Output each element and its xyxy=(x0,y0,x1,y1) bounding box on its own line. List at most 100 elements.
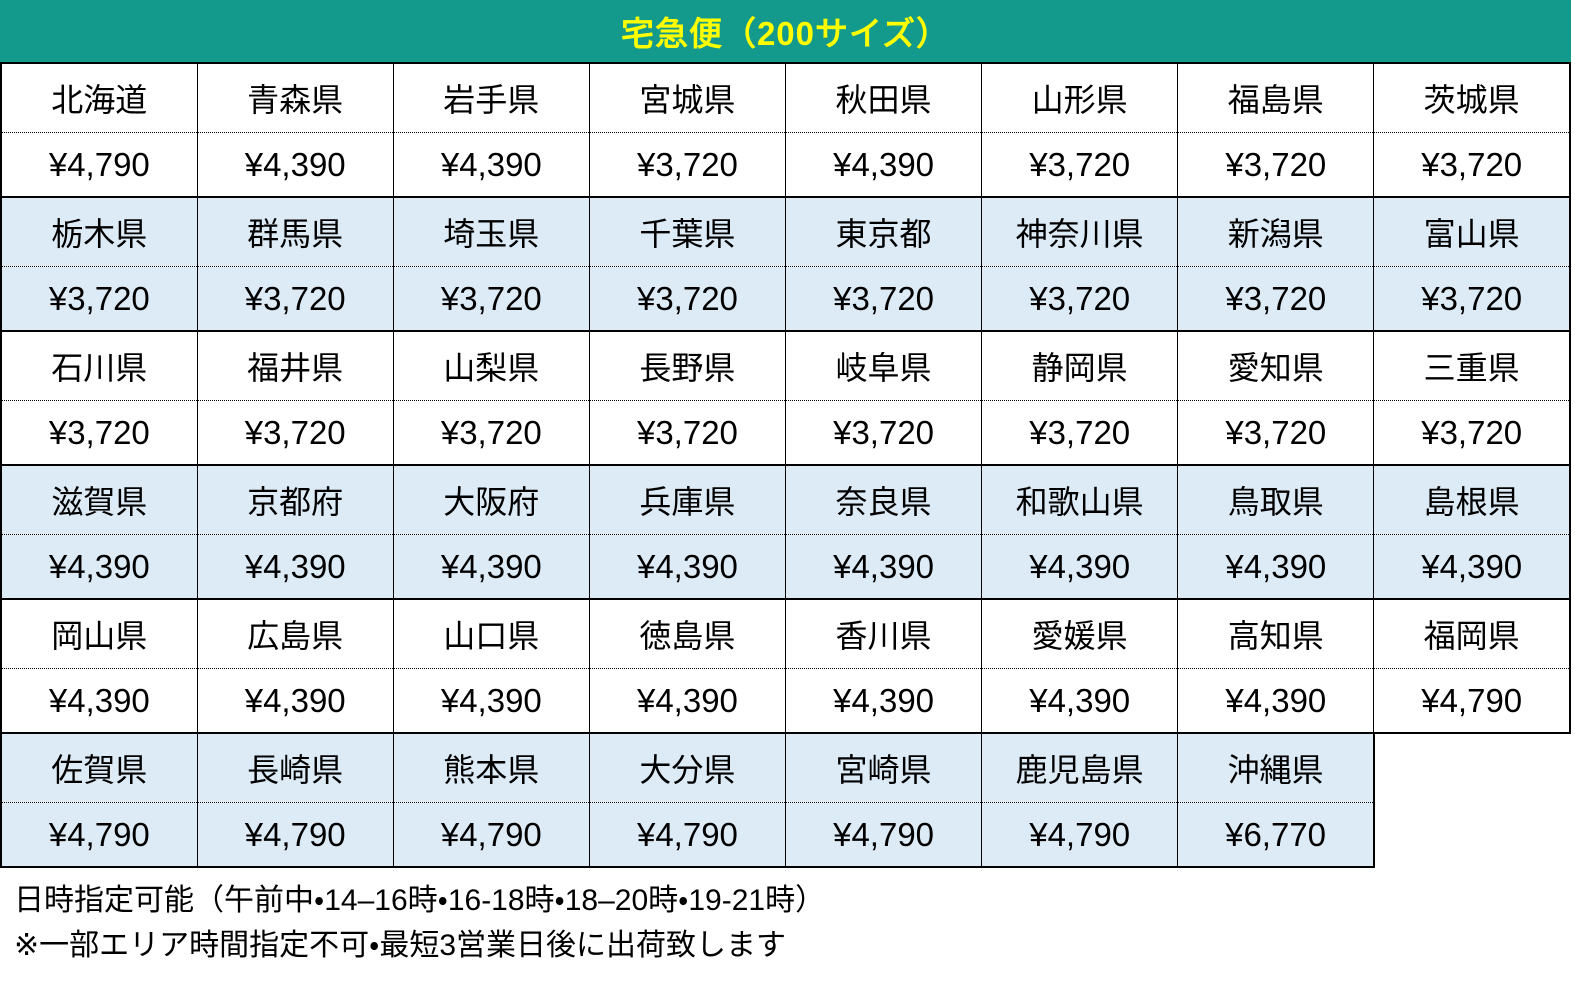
price-cell: ¥4,790 xyxy=(0,132,198,198)
price-cell: ¥3,720 xyxy=(981,132,1179,198)
prefecture-cell: 栃木県 xyxy=(0,196,198,267)
price-cell: ¥3,720 xyxy=(784,400,983,466)
price-cell: ¥4,390 xyxy=(784,132,983,198)
prefecture-cell: 宮城県 xyxy=(588,62,787,133)
price-cell: ¥4,390 xyxy=(0,668,198,734)
price-cell: ¥3,720 xyxy=(981,400,1179,466)
prefecture-name-row: 北海道 青森県 岩手県 宮城県 秋田県 山形県 福島県 茨城県 xyxy=(0,62,1572,133)
prefecture-cell: 沖縄県 xyxy=(1177,732,1375,803)
price-cell: ¥3,720 xyxy=(1177,400,1375,466)
footer-note-area-restriction: ※一部エリア時間指定不可・最短3営業日後に出荷致します xyxy=(14,929,787,962)
prefecture-cell: 北海道 xyxy=(0,62,198,133)
price-cell: ¥3,720 xyxy=(1373,266,1572,332)
price-cell: ¥3,720 xyxy=(1177,266,1375,332)
prefecture-cell: 香川県 xyxy=(784,598,983,669)
prefecture-cell: 島根県 xyxy=(1373,464,1572,535)
price-cell: ¥4,790 xyxy=(588,802,787,868)
price-cell: ¥4,390 xyxy=(392,534,590,600)
price-cell: ¥4,390 xyxy=(1177,668,1375,734)
prefecture-cell: 茨城県 xyxy=(1373,62,1572,133)
prefecture-cell: 東京都 xyxy=(784,196,983,267)
prefecture-cell: 静岡県 xyxy=(981,330,1179,401)
prefecture-cell: 大分県 xyxy=(588,732,787,803)
prefecture-cell: 広島県 xyxy=(196,598,394,669)
prefecture-cell: 佐賀県 xyxy=(0,732,198,803)
price-cell: ¥4,790 xyxy=(784,802,983,868)
prefecture-cell: 青森県 xyxy=(196,62,394,133)
price-cell: ¥3,720 xyxy=(0,266,198,332)
prefecture-cell: 千葉県 xyxy=(588,196,787,267)
prefecture-cell: 山口県 xyxy=(392,598,590,669)
prefecture-cell: 福井県 xyxy=(196,330,394,401)
price-cell: ¥4,790 xyxy=(392,802,590,868)
prefecture-cell: 奈良県 xyxy=(784,464,983,535)
price-cell: ¥4,390 xyxy=(196,534,394,600)
footer-notes: 日時指定可能（午前中・14–16時・16-18時・18–20時・19-21時） … xyxy=(0,868,1575,968)
price-cell: ¥4,790 xyxy=(1373,668,1572,734)
prefecture-cell: 富山県 xyxy=(1373,196,1572,267)
price-cell: ¥4,390 xyxy=(588,668,787,734)
price-row: ¥4,790 ¥4,390 ¥4,390 ¥3,720 ¥4,390 ¥3,720 ¥3,7… xyxy=(0,132,1572,198)
table-title-bar: 宅急便（200サイズ） xyxy=(0,0,1571,62)
prefecture-cell: 徳島県 xyxy=(588,598,787,669)
price-cell: ¥3,720 xyxy=(0,400,198,466)
prefecture-cell: 福島県 xyxy=(1177,62,1375,133)
shipping-price-table: 北海道 青森県 岩手県 宮城県 秋田県 山形県 福島県 茨城県 ¥4,790 ¥4,390 ¥4,3… xyxy=(0,62,1572,868)
price-cell: ¥4,390 xyxy=(784,534,983,600)
prefecture-cell: 新潟県 xyxy=(1177,196,1375,267)
prefecture-cell: 愛媛県 xyxy=(981,598,1179,669)
price-cell: ¥4,790 xyxy=(196,802,394,868)
prefecture-cell: 宮崎県 xyxy=(784,732,983,803)
price-cell: ¥3,720 xyxy=(1373,400,1572,466)
price-cell: ¥4,390 xyxy=(392,132,590,198)
price-row: ¥4,390 ¥4,390 ¥4,390 ¥4,390 ¥4,390 ¥4,390 ¥4,3… xyxy=(0,534,1572,600)
price-cell: ¥4,390 xyxy=(1373,534,1572,600)
prefecture-name-row: 栃木県 群馬県 埼玉県 千葉県 東京都 神奈川県 新潟県 富山県 xyxy=(0,196,1572,267)
prefecture-cell: 長野県 xyxy=(588,330,787,401)
prefecture-cell: 山梨県 xyxy=(392,330,590,401)
prefecture-cell: 高知県 xyxy=(1177,598,1375,669)
prefecture-cell: 大阪府 xyxy=(392,464,590,535)
prefecture-cell: 岐阜県 xyxy=(784,330,983,401)
price-cell: ¥3,720 xyxy=(588,400,787,466)
prefecture-cell: 群馬県 xyxy=(196,196,394,267)
price-cell: ¥4,390 xyxy=(392,668,590,734)
price-cell: ¥4,390 xyxy=(981,668,1179,734)
prefecture-cell: 神奈川県 xyxy=(981,196,1179,267)
footer-note-delivery-times: 日時指定可能（午前中・14–16時・16-18時・18–20時・19-21時） xyxy=(14,884,826,917)
price-cell: ¥4,790 xyxy=(0,802,198,868)
prefecture-name-row: 滋賀県 京都府 大阪府 兵庫県 奈良県 和歌山県 鳥取県 島根県 xyxy=(0,464,1572,535)
prefecture-cell: 兵庫県 xyxy=(588,464,787,535)
price-cell: ¥6,770 xyxy=(1177,802,1375,868)
price-cell: ¥3,720 xyxy=(784,266,983,332)
prefecture-cell: 熊本県 xyxy=(392,732,590,803)
prefecture-cell: 岡山県 xyxy=(0,598,198,669)
price-row: ¥3,720 ¥3,720 ¥3,720 ¥3,720 ¥3,720 ¥3,720 ¥3,7… xyxy=(0,400,1572,466)
price-cell: ¥4,790 xyxy=(981,802,1179,868)
price-cell: ¥3,720 xyxy=(196,266,394,332)
price-cell: ¥3,720 xyxy=(196,400,394,466)
prefecture-name-row: 岡山県 広島県 山口県 徳島県 香川県 愛媛県 高知県 福岡県 xyxy=(0,598,1572,669)
price-cell: ¥4,390 xyxy=(196,132,394,198)
prefecture-cell: 鳥取県 xyxy=(1177,464,1375,535)
price-row: ¥4,390 ¥4,390 ¥4,390 ¥4,390 ¥4,390 ¥4,390 ¥4,3… xyxy=(0,668,1572,734)
prefecture-name-row: 佐賀県 長崎県 熊本県 大分県 宮崎県 鹿児島県 沖縄県 xyxy=(0,732,1570,803)
table-body: 北海道 青森県 岩手県 宮城県 秋田県 山形県 福島県 茨城県 ¥4,790 ¥4,390 ¥4,3… xyxy=(0,62,1572,868)
price-cell: ¥4,390 xyxy=(784,668,983,734)
table-title: 宅急便（200サイズ） xyxy=(620,15,951,52)
price-cell: ¥3,720 xyxy=(588,266,787,332)
prefecture-name-row: 石川県 福井県 山梨県 長野県 岐阜県 静岡県 愛知県 三重県 xyxy=(0,330,1572,401)
price-cell: ¥4,390 xyxy=(196,668,394,734)
prefecture-cell: 埼玉県 xyxy=(392,196,590,267)
price-cell: ¥3,720 xyxy=(588,132,787,198)
prefecture-cell: 和歌山県 xyxy=(981,464,1179,535)
price-cell: ¥4,390 xyxy=(981,534,1179,600)
price-cell: ¥3,720 xyxy=(1373,132,1572,198)
price-row: ¥4,790 ¥4,790 ¥4,790 ¥4,790 ¥4,790 ¥4,790 ¥6,7… xyxy=(0,802,1570,868)
prefecture-cell: 石川県 xyxy=(0,330,198,401)
price-cell: ¥4,390 xyxy=(588,534,787,600)
price-cell: ¥3,720 xyxy=(392,400,590,466)
prefecture-cell: 愛知県 xyxy=(1177,330,1375,401)
price-cell: ¥3,720 xyxy=(981,266,1179,332)
prefecture-cell: 長崎県 xyxy=(196,732,394,803)
